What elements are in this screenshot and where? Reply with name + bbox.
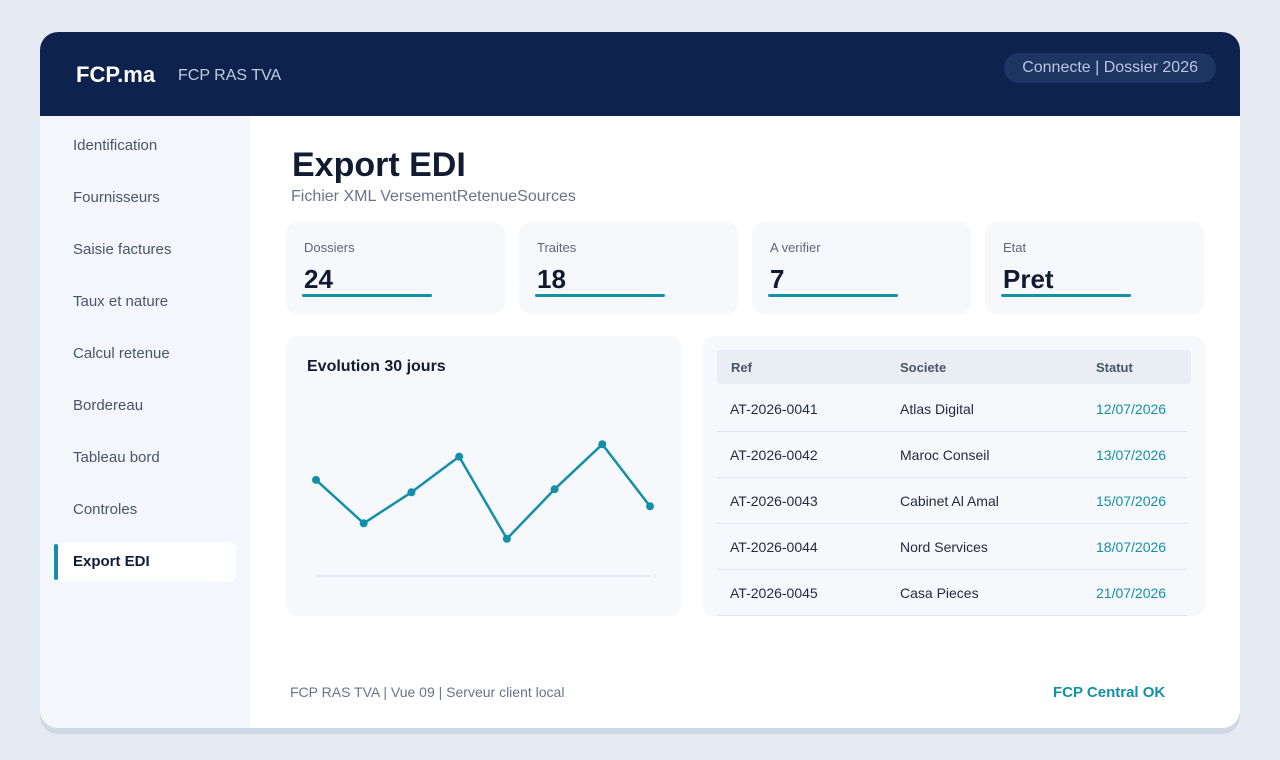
data-point[interactable] bbox=[598, 440, 607, 449]
kpi-underline bbox=[768, 294, 898, 297]
cell-ref: AT-2026-0045 bbox=[730, 585, 818, 601]
kpi-card-etat: Etat Pret bbox=[985, 222, 1204, 314]
sidebar-item-tableau-bord[interactable]: Tableau bord bbox=[73, 449, 160, 466]
sidebar-item-taux-nature[interactable]: Taux et nature bbox=[73, 293, 169, 310]
cell-societe: Atlas Digital bbox=[900, 401, 974, 417]
line-chart bbox=[312, 440, 654, 577]
kpi-label: Dossiers bbox=[304, 240, 355, 255]
kpi-underline bbox=[1001, 294, 1131, 297]
kpi-card-a-verifier: A verifier 7 bbox=[752, 222, 971, 314]
app-subtitle: FCP RAS TVA bbox=[178, 67, 282, 84]
connection-status-badge: Connecte | Dossier 2026 bbox=[1004, 53, 1216, 83]
column-header-societe[interactable]: Societe bbox=[900, 360, 947, 375]
server-status: FCP Central OK bbox=[1053, 684, 1166, 701]
data-point[interactable] bbox=[455, 452, 464, 461]
sidebar-item-identification[interactable]: Identification bbox=[73, 137, 158, 154]
kpi-label: Etat bbox=[1003, 240, 1027, 255]
column-header-ref[interactable]: Ref bbox=[731, 360, 752, 375]
kpi-label: Traites bbox=[537, 240, 577, 255]
cell-ref: AT-2026-0044 bbox=[730, 539, 818, 555]
cell-ref: AT-2026-0041 bbox=[730, 401, 818, 417]
kpi-card-traites: Traites 18 bbox=[519, 222, 738, 314]
sidebar-item-export-edi[interactable]: Export EDI bbox=[54, 542, 236, 582]
cell-societe: Casa Pieces bbox=[900, 585, 979, 601]
sidebar-item-bordereau[interactable]: Bordereau bbox=[73, 397, 144, 414]
cell-statut: 13/07/2026 bbox=[1096, 447, 1167, 463]
table-header: Ref Societe Statut bbox=[717, 350, 1191, 384]
cell-ref: AT-2026-0042 bbox=[730, 447, 818, 463]
column-header-statut[interactable]: Statut bbox=[1096, 360, 1133, 375]
sidebar-item-fournisseurs[interactable]: Fournisseurs bbox=[73, 189, 160, 206]
cell-statut: 18/07/2026 bbox=[1096, 539, 1167, 555]
sidebar: Identification Fournisseurs Saisie factu… bbox=[40, 116, 250, 728]
cell-societe: Nord Services bbox=[900, 539, 988, 555]
kpi-value: 24 bbox=[304, 264, 333, 294]
table-row[interactable]: AT-2026-0041 Atlas Digital 12/07/2026 bbox=[717, 386, 1187, 432]
top-bar: FCP.ma FCP RAS TVA Connecte | Dossier 20… bbox=[40, 32, 1240, 116]
table-row[interactable]: AT-2026-0042 Maroc Conseil 13/07/2026 bbox=[717, 432, 1187, 478]
chart-title: Evolution 30 jours bbox=[307, 358, 446, 375]
series-line bbox=[315, 443, 651, 541]
records-table: Ref Societe Statut AT-2026-0041 Atlas Di… bbox=[703, 336, 1205, 616]
kpi-underline bbox=[302, 294, 432, 297]
sidebar-item-saisie-factures[interactable]: Saisie factures bbox=[73, 241, 172, 258]
main-content: Export EDI Fichier XML VersementRetenueS… bbox=[250, 116, 1240, 728]
cell-statut: 21/07/2026 bbox=[1096, 585, 1167, 601]
chart-card-evolution: Evolution 30 jours bbox=[286, 336, 681, 616]
kpi-value: Pret bbox=[1003, 264, 1054, 294]
data-point[interactable] bbox=[502, 534, 511, 543]
data-point[interactable] bbox=[646, 502, 654, 511]
table-row[interactable]: AT-2026-0044 Nord Services 18/07/2026 bbox=[717, 524, 1187, 570]
app-window: FCP.ma FCP RAS TVA Connecte | Dossier 20… bbox=[40, 32, 1240, 728]
footer-info: FCP RAS TVA | Vue 09 | Serveur client lo… bbox=[290, 684, 565, 700]
table-row[interactable]: AT-2026-0045 Casa Pieces 21/07/2026 bbox=[717, 570, 1187, 616]
data-point[interactable] bbox=[312, 475, 320, 484]
kpi-label: A verifier bbox=[770, 240, 821, 255]
kpi-card-dossiers: Dossiers 24 bbox=[286, 222, 505, 314]
page-title: Export EDI bbox=[292, 146, 466, 184]
cell-ref: AT-2026-0043 bbox=[730, 493, 818, 509]
table-row[interactable]: AT-2026-0043 Cabinet Al Amal 15/07/2026 bbox=[717, 478, 1187, 524]
cell-societe: Maroc Conseil bbox=[900, 447, 990, 463]
sidebar-item-controles[interactable]: Controles bbox=[73, 501, 138, 518]
kpi-value: 18 bbox=[537, 264, 566, 294]
sidebar-item-calcul-retenue[interactable]: Calcul retenue bbox=[73, 345, 170, 362]
cell-societe: Cabinet Al Amal bbox=[900, 493, 999, 509]
cell-statut: 15/07/2026 bbox=[1096, 493, 1167, 509]
brand-logo[interactable]: FCP.ma bbox=[76, 62, 156, 87]
data-point[interactable] bbox=[550, 485, 559, 494]
kpi-underline bbox=[535, 294, 665, 297]
data-point[interactable] bbox=[407, 488, 416, 497]
kpi-value: 7 bbox=[770, 264, 785, 294]
page-subtitle: Fichier XML VersementRetenueSources bbox=[291, 188, 576, 205]
cell-statut: 12/07/2026 bbox=[1096, 401, 1167, 417]
data-point[interactable] bbox=[359, 519, 368, 528]
